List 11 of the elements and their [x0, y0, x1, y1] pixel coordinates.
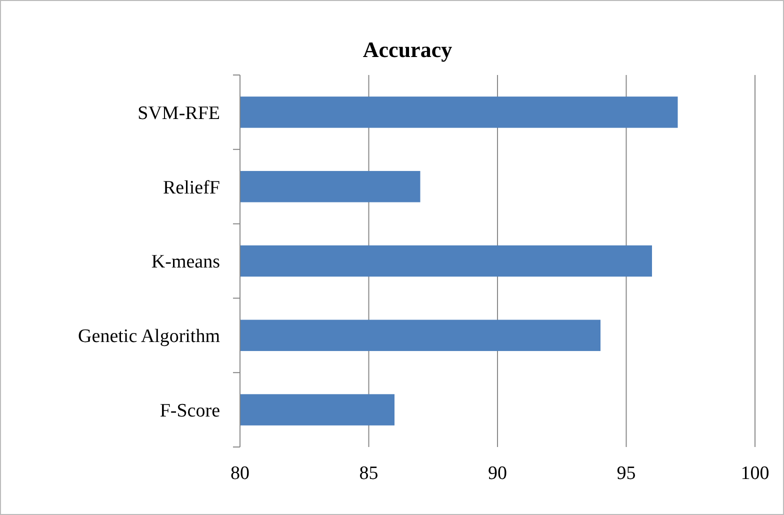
- x-tick-label: 95: [616, 463, 636, 484]
- x-tick-label: 80: [230, 463, 250, 484]
- x-tick-label: 100: [740, 463, 770, 484]
- y-tick-label: F-Score: [160, 400, 220, 422]
- y-tick-label: SVM-RFE: [138, 102, 220, 124]
- y-tick-label: K-means: [151, 252, 220, 273]
- chart-title: Accuracy: [362, 37, 452, 62]
- y-tick-label: Genetic Algorithm: [78, 326, 220, 348]
- x-tick-label: 85: [359, 463, 378, 484]
- x-tick-label: 90: [488, 463, 507, 484]
- y-tick-label: ReliefF: [163, 177, 220, 198]
